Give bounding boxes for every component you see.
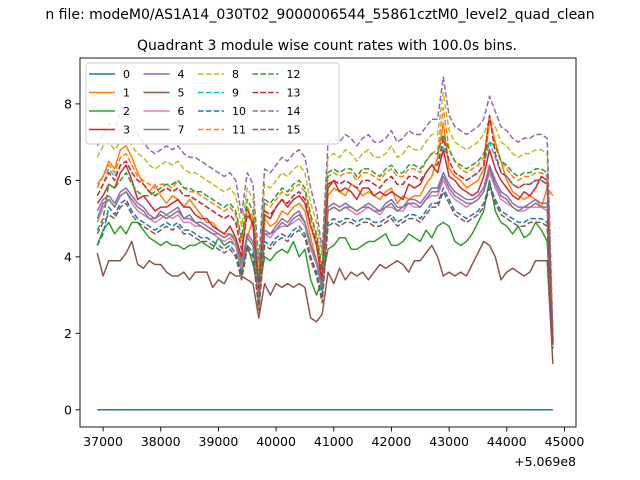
- x-offset-label: +5.069e8: [514, 454, 576, 469]
- x-tick-label: 44000: [487, 434, 527, 449]
- plot-frame: [79, 57, 577, 428]
- x-tick-label: 37000: [83, 434, 123, 449]
- legend-label-13: 13: [287, 87, 301, 100]
- legend-label-10: 10: [232, 105, 246, 118]
- legend-label-4: 4: [178, 68, 185, 81]
- x-tick-label: 40000: [256, 434, 296, 449]
- legend-label-2: 2: [123, 105, 130, 118]
- legend-label-1: 1: [123, 87, 130, 100]
- y-tick-label: 2: [64, 326, 72, 341]
- figure-suptitle: n file: modeM0/AS1A14_030T02_9000006544_…: [45, 7, 594, 23]
- legend-label-5: 5: [178, 87, 185, 100]
- series-line-7: [96, 168, 554, 345]
- legend-label-14: 14: [287, 105, 301, 118]
- legend-label-7: 7: [178, 124, 185, 137]
- y-tick-label: 4: [64, 249, 72, 264]
- x-tick-label: 43000: [429, 434, 469, 449]
- x-tick-label: 41000: [314, 434, 354, 449]
- y-tick-label: 8: [64, 96, 72, 111]
- chart-title: Quadrant 3 module wise count rates with …: [137, 38, 517, 54]
- legend-label-8: 8: [232, 68, 239, 81]
- legend-label-9: 9: [232, 87, 239, 100]
- series-line-13: [96, 114, 554, 342]
- legend-label-11: 11: [232, 124, 246, 137]
- x-tick-label: 42000: [372, 434, 412, 449]
- legend-label-12: 12: [287, 68, 301, 81]
- x-axis-ticks: 37000 38000 39000 40000 41000 42000 43000 44000…: [83, 427, 584, 449]
- y-axis-ticks: 0 2 4 6 8: [64, 96, 80, 417]
- series-line-5: [96, 240, 554, 364]
- series-line-14: [96, 76, 554, 334]
- x-tick-label: 39000: [199, 434, 239, 449]
- legend-label-0: 0: [123, 68, 130, 81]
- series-line-8: [96, 91, 554, 338]
- legend-label-6: 6: [178, 105, 185, 118]
- legend-label-3: 3: [123, 124, 130, 137]
- y-tick-label: 0: [64, 402, 72, 417]
- x-tick-label: 38000: [141, 434, 181, 449]
- series-line-15: [96, 187, 554, 349]
- legend-box: [85, 62, 340, 145]
- legend-label-15: 15: [287, 124, 301, 137]
- x-tick-label: 45000: [545, 434, 585, 449]
- series-layer: [96, 76, 554, 411]
- y-tick-label: 6: [64, 173, 72, 188]
